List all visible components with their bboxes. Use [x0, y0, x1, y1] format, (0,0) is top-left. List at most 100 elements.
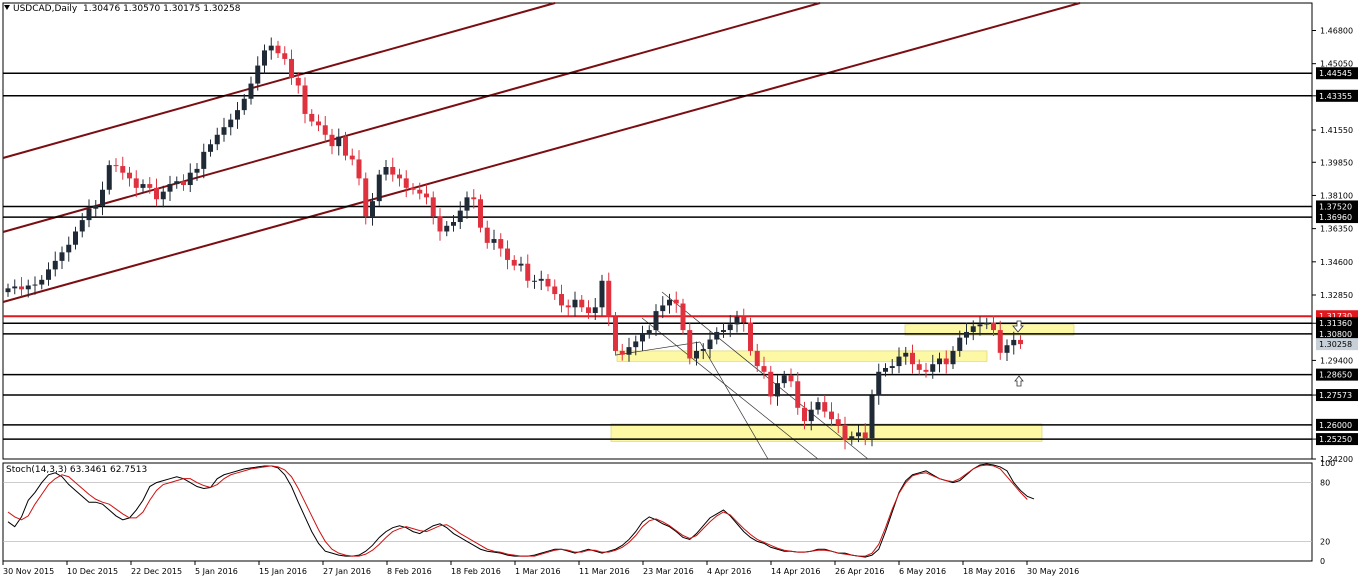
candle-body	[721, 330, 726, 332]
candle-body	[667, 299, 672, 306]
stoch-tick-label: 20	[1320, 537, 1330, 546]
candle-body	[518, 263, 524, 266]
x-tick-label: 26 Apr 2016	[835, 567, 884, 576]
x-tick-label: 8 Feb 2016	[387, 567, 432, 576]
price-tag-label: 1.25250	[1319, 435, 1352, 444]
candle-body	[748, 322, 753, 351]
candle-body	[383, 167, 389, 175]
candle-body	[586, 307, 591, 314]
candle-body	[376, 174, 382, 202]
channel-line	[2, 2, 821, 233]
candle-body	[991, 322, 996, 331]
descending-channel-line	[641, 317, 819, 460]
candle-body	[451, 221, 456, 226]
candle-body	[1018, 339, 1023, 345]
candle-body	[964, 331, 969, 338]
candle-body	[997, 330, 1003, 353]
candle-body	[424, 193, 429, 198]
candle-body	[538, 278, 544, 281]
candle-body	[937, 358, 942, 365]
candle-body	[903, 352, 909, 357]
candle-body	[829, 411, 834, 420]
candle-body	[194, 168, 200, 173]
candle-body	[444, 225, 450, 232]
price-tag-1.31360	[1316, 317, 1358, 330]
candle-body	[221, 127, 227, 135]
channel-line	[2, 2, 1081, 303]
candle-body	[262, 50, 267, 66]
candle-body	[66, 244, 72, 253]
price-tag-label: 1.30800	[1319, 330, 1352, 339]
x-tick-label: 6 May 2016	[899, 567, 946, 576]
candle-body	[113, 165, 119, 167]
candle-body	[329, 134, 335, 147]
candle-body	[727, 324, 733, 331]
candle-body	[214, 134, 220, 145]
candle-body	[592, 307, 598, 314]
candle-body	[322, 125, 328, 135]
candle-body	[403, 178, 409, 188]
candle-body	[1004, 345, 1010, 353]
candle-body	[950, 350, 956, 365]
candle-body	[835, 419, 841, 425]
candle-body	[822, 402, 828, 412]
candle-body	[140, 184, 146, 188]
candle-body	[437, 216, 443, 232]
x-tick-label: 14 Apr 2016	[771, 567, 820, 576]
candle-body	[957, 337, 963, 351]
candle-body	[606, 280, 612, 317]
candle-body	[59, 252, 65, 261]
candle-body	[430, 197, 436, 217]
y-tick-label: 1.38100	[1320, 191, 1353, 200]
candle-body	[613, 316, 618, 351]
price-tag-label: 1.44545	[1319, 69, 1352, 78]
candle-body	[910, 352, 915, 365]
candle-body	[457, 210, 463, 222]
candle-body	[255, 65, 261, 84]
stoch-signal-line	[7, 464, 1028, 557]
candle-body	[579, 299, 585, 308]
candle-body	[302, 85, 308, 114]
stoch-main-line	[7, 463, 1035, 558]
candle-body	[707, 339, 713, 350]
price-tag-1.27573	[1316, 389, 1358, 402]
candle-body	[349, 155, 355, 160]
candle-body	[640, 333, 645, 342]
candle-body	[5, 288, 11, 293]
candle-body	[984, 322, 990, 325]
candle-body	[653, 311, 659, 331]
candle-body	[761, 366, 767, 372]
candle-body	[862, 432, 868, 439]
candle-body	[842, 424, 848, 441]
candle-body	[471, 197, 477, 200]
dropdown-arrow-icon[interactable]	[4, 5, 10, 10]
price-tag-label: 1.36960	[1319, 213, 1352, 222]
candle-body	[336, 136, 342, 147]
candle-body	[390, 167, 396, 175]
x-tick-label: 23 Mar 2016	[643, 567, 694, 576]
candle-body	[545, 278, 551, 287]
candle-body	[167, 184, 173, 192]
y-tick-label: 1.39850	[1320, 158, 1353, 167]
candle-body	[559, 294, 564, 306]
candle-body	[626, 347, 632, 355]
candle-body	[295, 77, 301, 86]
support-zone	[610, 423, 1043, 442]
channel-line	[2, 2, 556, 159]
candle-body	[417, 189, 423, 194]
price-tag-label: 1.31730	[1319, 312, 1352, 321]
chart-header: USDCAD,Daily 1.30476 1.30570 1.30175 1.3…	[4, 4, 240, 14]
candle-body	[275, 45, 281, 54]
candle-body	[228, 119, 234, 128]
stoch-panel-frame	[2, 462, 1313, 562]
y-tick-label: 1.46800	[1320, 26, 1353, 35]
x-tick-label: 27 Jan 2016	[323, 567, 371, 576]
candle-body	[525, 263, 531, 281]
candle-body	[73, 231, 78, 245]
y-tick-label: 1.34600	[1320, 258, 1353, 267]
candle-body	[1011, 339, 1017, 346]
descending-channel-line	[661, 291, 869, 460]
candle-body	[46, 269, 51, 280]
